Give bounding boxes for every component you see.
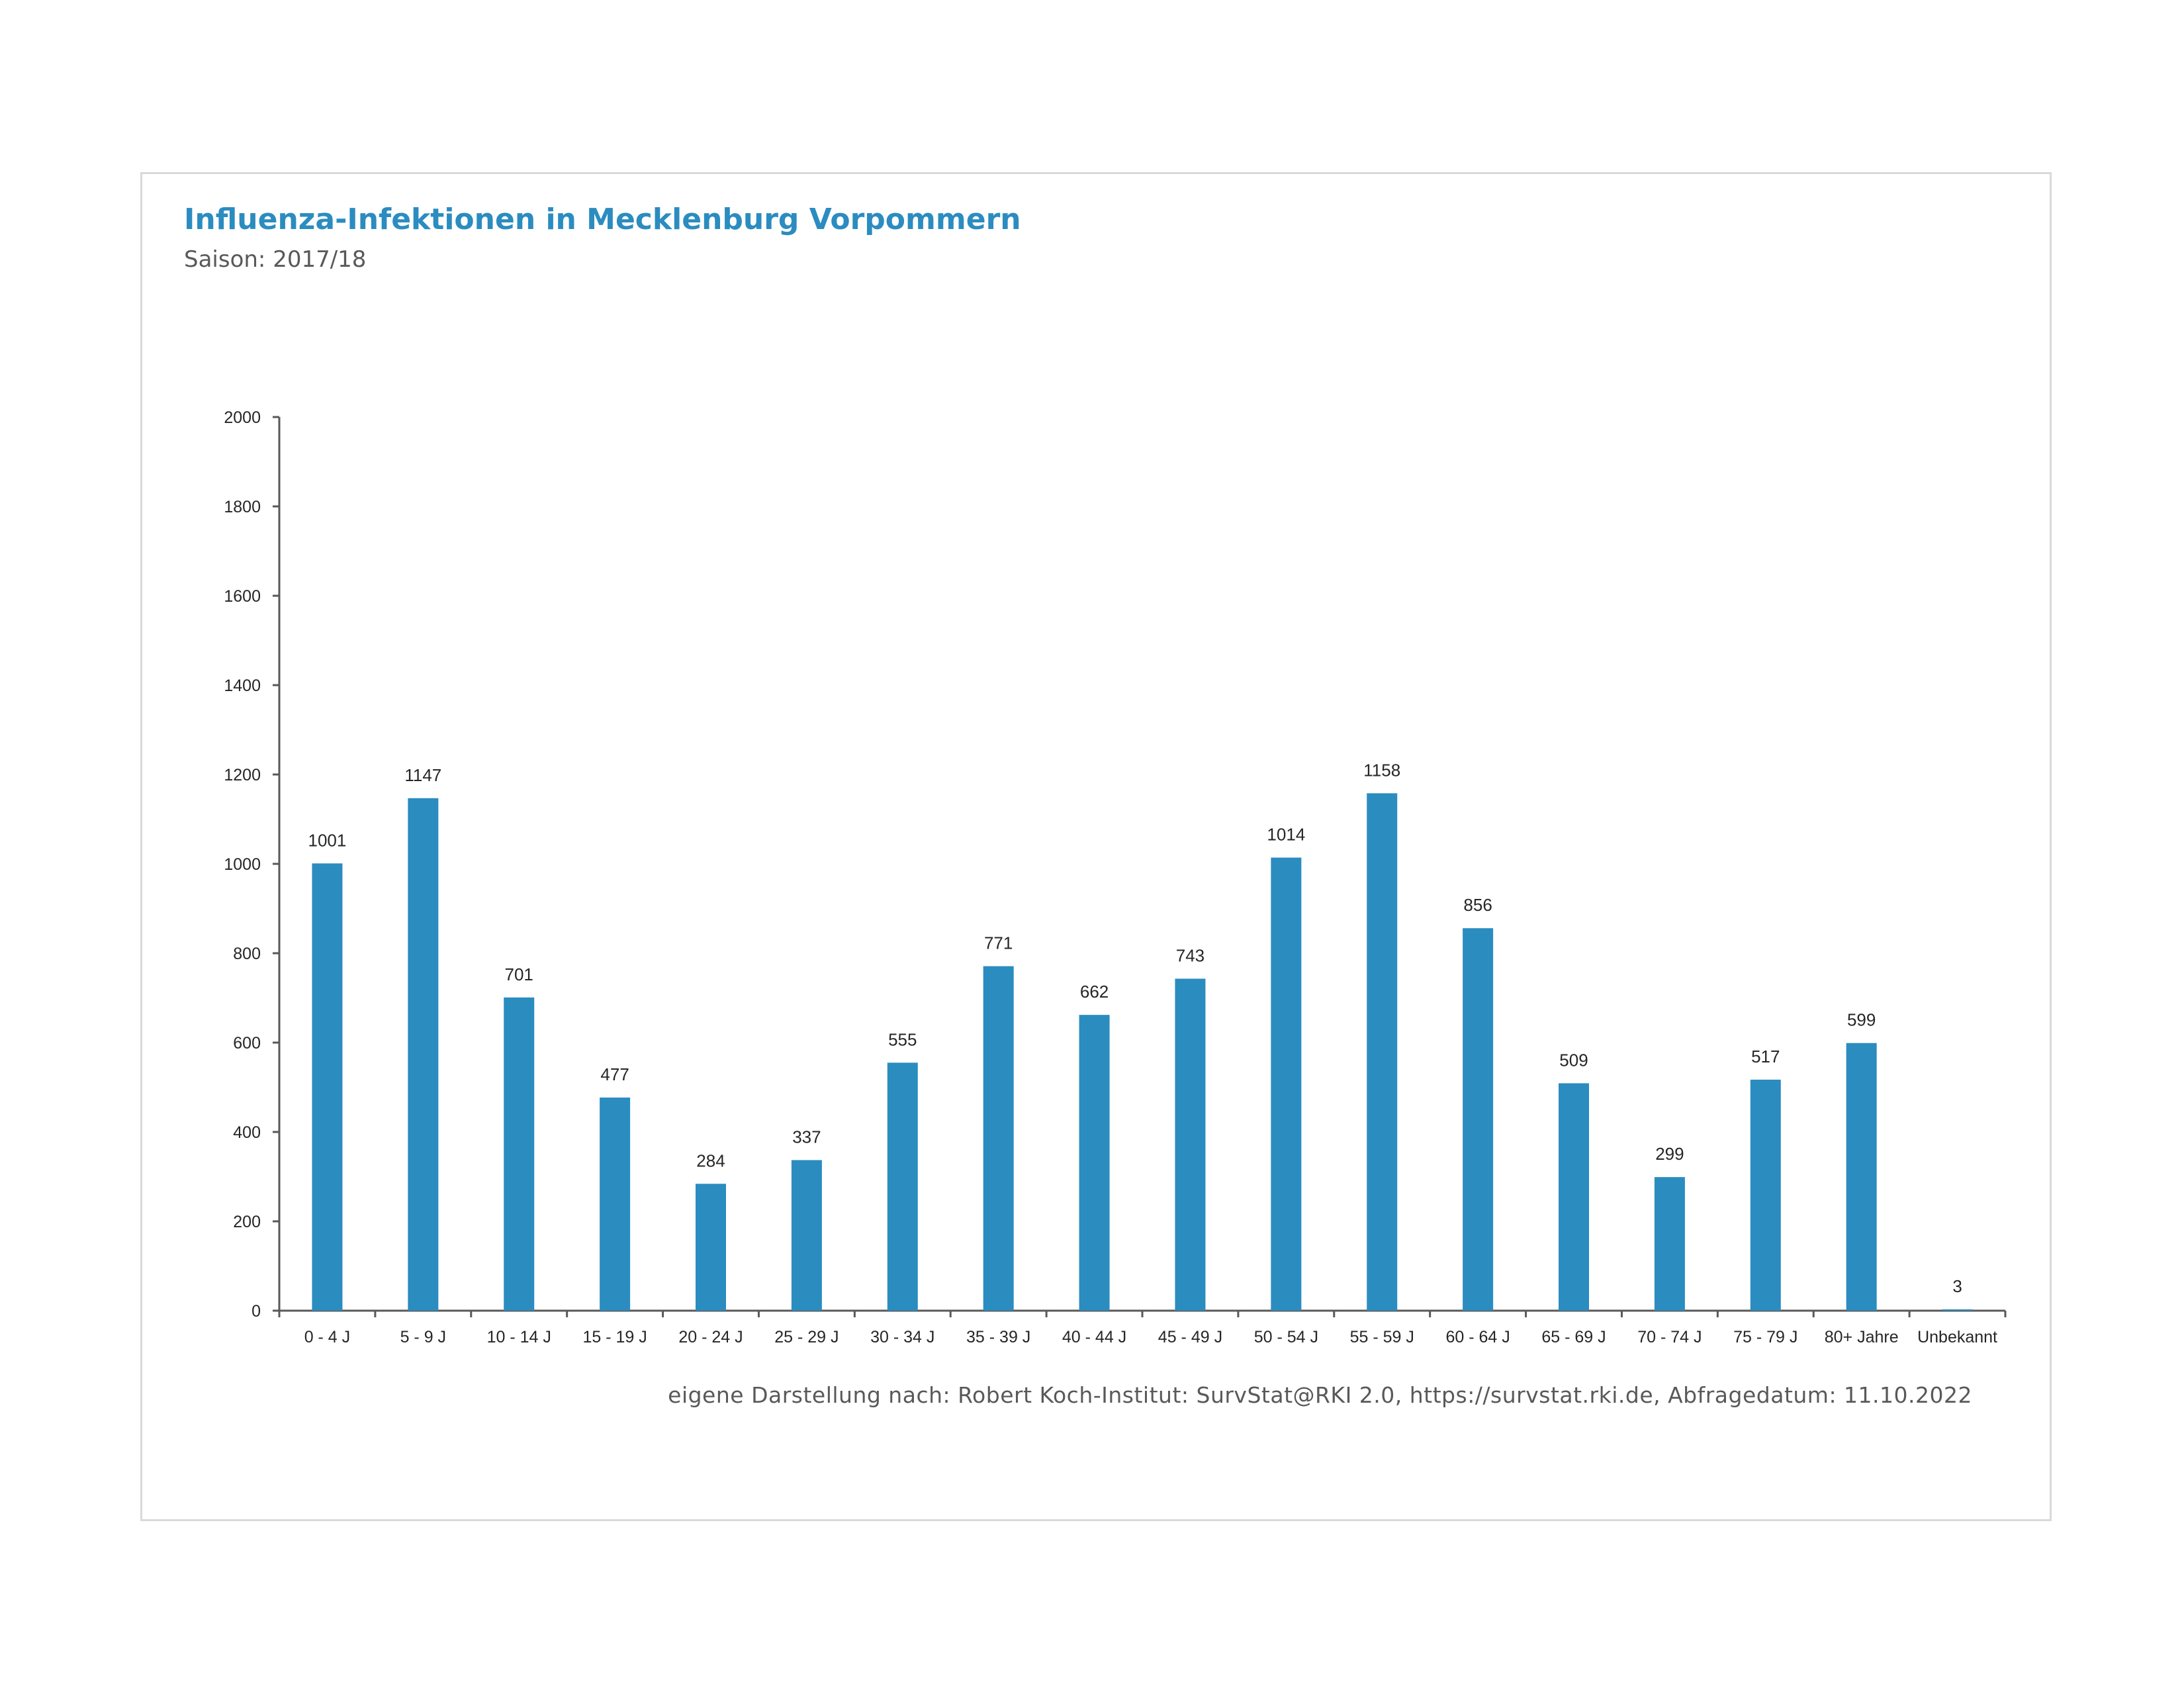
bar-12	[1463, 928, 1494, 1311]
chart-title: Influenza-Infektionen in Mecklenburg Vor…	[184, 203, 1021, 236]
x-tick-label-11: 55 - 59 J	[1350, 1328, 1414, 1346]
data-label-17: 3	[1952, 1276, 1962, 1296]
data-label-1: 1147	[404, 765, 441, 785]
data-label-10: 1014	[1267, 825, 1305, 845]
bar-1	[408, 798, 439, 1311]
bar-10	[1271, 857, 1302, 1311]
x-tick-label-12: 60 - 64 J	[1445, 1328, 1510, 1346]
data-label-3: 477	[600, 1064, 629, 1084]
y-tick-label: 400	[233, 1123, 261, 1142]
y-tick-label: 0	[251, 1302, 261, 1321]
bar-15	[1750, 1080, 1781, 1311]
bar-2	[504, 997, 535, 1311]
x-tick-label-15: 75 - 79 J	[1733, 1328, 1797, 1346]
data-label-2: 701	[505, 964, 533, 984]
y-tick-label: 1800	[224, 498, 261, 516]
x-tick-label-16: 80+ Jahre	[1825, 1328, 1899, 1346]
bar-7	[983, 966, 1014, 1311]
bar-6	[887, 1062, 918, 1311]
data-label-15: 517	[1751, 1047, 1780, 1066]
y-tick-label: 800	[233, 945, 261, 963]
data-label-0: 1001	[308, 830, 347, 850]
bar-0	[312, 863, 343, 1311]
x-tick-label-13: 65 - 69 J	[1541, 1328, 1606, 1346]
data-label-11: 1158	[1363, 760, 1400, 780]
y-tick-label: 1000	[224, 855, 261, 874]
x-tick-label-8: 40 - 44 J	[1062, 1328, 1126, 1346]
data-label-13: 509	[1559, 1050, 1588, 1070]
x-tick-label-5: 25 - 29 J	[774, 1328, 839, 1346]
bar-5	[791, 1160, 822, 1311]
data-label-12: 856	[1463, 895, 1492, 915]
y-tick-label: 600	[233, 1034, 261, 1053]
x-tick-label-4: 20 - 24 J	[678, 1328, 743, 1346]
bar-9	[1175, 978, 1206, 1311]
source-note: eigene Darstellung nach: Robert Koch-Ins…	[668, 1382, 1972, 1408]
bar-3	[600, 1098, 631, 1311]
data-label-5: 337	[792, 1127, 821, 1147]
y-tick-label: 2000	[224, 408, 261, 427]
x-tick-label-14: 70 - 74 J	[1637, 1328, 1702, 1346]
y-tick-label: 1400	[224, 677, 261, 695]
chart-frame	[140, 172, 2052, 1521]
x-tick-label-1: 5 - 9 J	[400, 1328, 446, 1346]
x-tick-label-2: 10 - 14 J	[487, 1328, 551, 1346]
data-label-14: 299	[1655, 1144, 1684, 1164]
data-label-6: 555	[888, 1029, 917, 1049]
bar-4	[696, 1184, 726, 1311]
y-tick-label: 1600	[224, 587, 261, 606]
bar-8	[1079, 1015, 1110, 1311]
x-tick-label-3: 15 - 19 J	[582, 1328, 647, 1346]
bar-16	[1846, 1043, 1877, 1311]
data-label-9: 743	[1176, 945, 1205, 965]
bar-11	[1367, 793, 1398, 1311]
bar-13	[1559, 1083, 1589, 1311]
x-tick-label-17: Unbekannt	[1917, 1328, 1997, 1346]
x-tick-label-9: 45 - 49 J	[1158, 1328, 1222, 1346]
bar-14	[1654, 1177, 1685, 1311]
y-tick-label: 1200	[224, 766, 261, 784]
y-tick-label: 200	[233, 1213, 261, 1231]
data-label-8: 662	[1080, 982, 1109, 1002]
x-tick-label-0: 0 - 4 J	[304, 1328, 350, 1346]
data-label-7: 771	[984, 933, 1013, 953]
x-tick-label-10: 50 - 54 J	[1254, 1328, 1318, 1346]
x-tick-label-6: 30 - 34 J	[870, 1328, 934, 1346]
chart-subtitle: Saison: 2017/18	[184, 246, 367, 273]
x-tick-label-7: 35 - 39 J	[966, 1328, 1030, 1346]
bar-17	[1942, 1309, 1973, 1311]
data-label-16: 599	[1847, 1010, 1876, 1030]
data-label-4: 284	[696, 1150, 725, 1170]
